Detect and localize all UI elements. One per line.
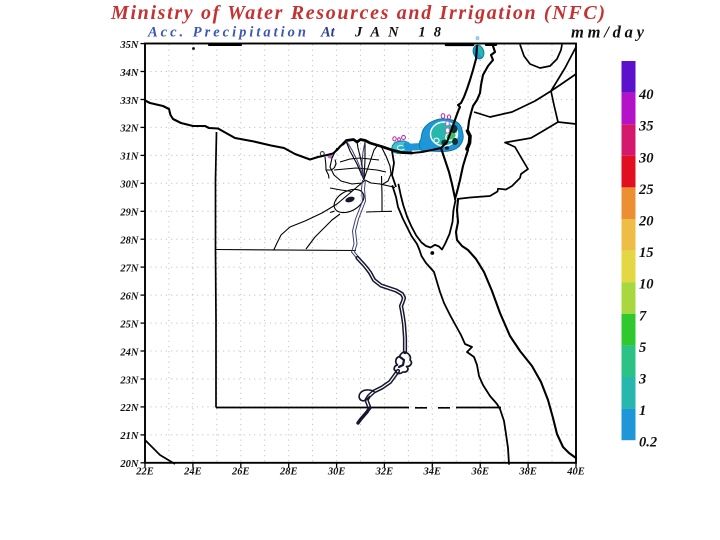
svg-text:1: 1 xyxy=(639,403,646,419)
svg-text:22N: 22N xyxy=(119,403,139,414)
svg-text:36E: 36E xyxy=(470,467,489,478)
svg-text:30: 30 xyxy=(638,150,654,166)
svg-text:Ministry of Water Resources an: Ministry of Water Resources and Irrigati… xyxy=(110,2,605,24)
svg-text:35: 35 xyxy=(638,119,654,135)
svg-text:22E: 22E xyxy=(135,467,154,478)
svg-text:20: 20 xyxy=(638,214,654,230)
svg-text:40: 40 xyxy=(638,87,654,103)
svg-text:21N: 21N xyxy=(119,431,139,442)
svg-text:30E: 30E xyxy=(327,467,346,478)
svg-text:24E: 24E xyxy=(183,467,202,478)
svg-text:Acc. Precipitation: Acc. Precipitation xyxy=(147,24,306,40)
svg-text:25N: 25N xyxy=(119,319,139,330)
svg-text:35N: 35N xyxy=(119,40,139,51)
svg-text:26E: 26E xyxy=(231,467,250,478)
svg-text:At: At xyxy=(320,24,336,40)
svg-text:34N: 34N xyxy=(119,68,139,79)
svg-text:38E: 38E xyxy=(518,467,537,478)
svg-text:15: 15 xyxy=(639,245,654,261)
svg-text:40E: 40E xyxy=(566,467,585,478)
svg-text:33N: 33N xyxy=(119,96,139,107)
svg-text:20N: 20N xyxy=(119,459,139,470)
svg-text:32N: 32N xyxy=(119,124,139,135)
svg-text:32E: 32E xyxy=(375,467,394,478)
svg-text:10: 10 xyxy=(639,277,654,293)
svg-text:27N: 27N xyxy=(119,263,139,274)
svg-text:JAN 18: JAN 18 xyxy=(354,24,442,40)
svg-text:3: 3 xyxy=(638,372,646,388)
svg-text:34E: 34E xyxy=(423,467,442,478)
svg-text:29N: 29N xyxy=(119,208,139,219)
svg-text:26N: 26N xyxy=(119,291,139,302)
svg-text:30N: 30N xyxy=(119,180,139,191)
svg-text:23N: 23N xyxy=(119,375,139,386)
svg-text:28E: 28E xyxy=(279,467,298,478)
svg-text:31N: 31N xyxy=(119,152,139,163)
svg-text:5: 5 xyxy=(639,340,646,356)
svg-text:24N: 24N xyxy=(119,347,139,358)
svg-text:0.2: 0.2 xyxy=(639,435,657,451)
svg-text:25: 25 xyxy=(638,182,654,198)
svg-text:7: 7 xyxy=(639,308,647,324)
svg-text:28N: 28N xyxy=(119,236,139,247)
svg-text:mm/day: mm/day xyxy=(571,23,645,42)
